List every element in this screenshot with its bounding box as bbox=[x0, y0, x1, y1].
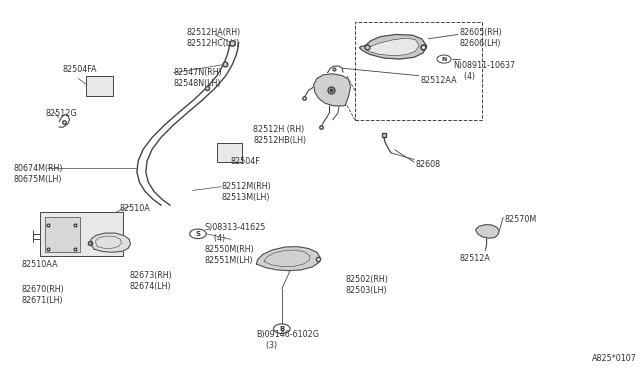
Text: 80674M(RH)
80675M(LH): 80674M(RH) 80675M(LH) bbox=[13, 164, 63, 184]
Polygon shape bbox=[91, 233, 131, 252]
Text: 82670(RH)
82671(LH): 82670(RH) 82671(LH) bbox=[21, 285, 64, 305]
Text: 82512HA(RH)
82512HC(LH): 82512HA(RH) 82512HC(LH) bbox=[186, 28, 241, 48]
Bar bbox=[40, 212, 123, 256]
Text: 82502(RH)
82503(LH): 82502(RH) 82503(LH) bbox=[346, 275, 388, 295]
Text: 82512G: 82512G bbox=[45, 109, 77, 118]
Text: 82504FA: 82504FA bbox=[63, 65, 97, 74]
Polygon shape bbox=[264, 250, 310, 267]
Bar bbox=[355, 22, 482, 120]
Text: B)09146-6102G
    (3): B)09146-6102G (3) bbox=[257, 330, 319, 350]
Bar bbox=[45, 217, 80, 252]
Text: 82510AA: 82510AA bbox=[21, 260, 58, 269]
Text: 82504F: 82504F bbox=[231, 157, 260, 166]
Text: N)08911-10637
    (4): N)08911-10637 (4) bbox=[454, 61, 516, 81]
Polygon shape bbox=[366, 38, 419, 56]
Text: 82510A: 82510A bbox=[120, 204, 150, 214]
Polygon shape bbox=[257, 247, 320, 270]
Polygon shape bbox=[360, 35, 427, 59]
Text: S)08313-41625
    (4)
82550M(RH)
82551M(LH): S)08313-41625 (4) 82550M(RH) 82551M(LH) bbox=[204, 223, 266, 265]
Polygon shape bbox=[314, 74, 351, 106]
Text: N: N bbox=[442, 57, 447, 62]
Text: 82547N(RH)
82548N(LH): 82547N(RH) 82548N(LH) bbox=[173, 68, 223, 89]
Bar bbox=[217, 143, 243, 162]
Text: 82605(RH)
82606(LH): 82605(RH) 82606(LH) bbox=[460, 28, 502, 48]
Text: 82512M(RH)
82513M(LH): 82512M(RH) 82513M(LH) bbox=[221, 182, 271, 202]
Text: 82512H (RH)
82512HB(LH): 82512H (RH) 82512HB(LH) bbox=[253, 125, 307, 145]
Polygon shape bbox=[95, 236, 122, 248]
Text: 82673(RH)
82674(LH): 82673(RH) 82674(LH) bbox=[129, 271, 172, 291]
Polygon shape bbox=[476, 225, 499, 238]
Text: S: S bbox=[195, 231, 200, 237]
Text: A825*0107: A825*0107 bbox=[592, 355, 637, 363]
Text: 82608: 82608 bbox=[415, 160, 440, 169]
Text: 82512AA: 82512AA bbox=[420, 76, 457, 85]
Text: 82512A: 82512A bbox=[460, 254, 491, 263]
Text: 82570M: 82570M bbox=[504, 215, 537, 224]
Text: B: B bbox=[279, 326, 284, 332]
Bar bbox=[86, 76, 113, 96]
